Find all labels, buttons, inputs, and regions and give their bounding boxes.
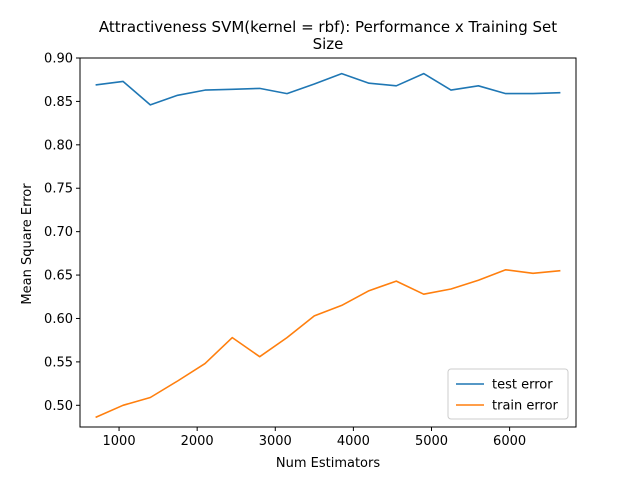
- plot-area: 1000 2000 3000 4000 5000 6000 0.50 0.55 0.60 0.65…: [44, 52, 577, 449]
- series-line-train-error: [95, 268, 561, 419]
- x-tick-label: 2000: [181, 434, 214, 449]
- chart-title-line1: Attractiveness SVM(kernel = rbf): Perfor…: [99, 18, 557, 36]
- y-tick-label: 0.80: [44, 138, 73, 153]
- y-tick-label: 0.55: [44, 355, 73, 370]
- y-tick-label: 0.85: [44, 95, 73, 110]
- x-tick-label: 5000: [415, 434, 448, 449]
- x-tick-label: 3000: [259, 434, 292, 449]
- y-tick-label: 0.65: [44, 269, 73, 284]
- legend-label-test-error: test error: [492, 378, 553, 393]
- y-tick-label: 0.70: [44, 225, 73, 240]
- y-tick-label: 0.90: [44, 52, 73, 67]
- x-tick-label: 6000: [493, 434, 526, 449]
- y-tick-label: 0.60: [44, 312, 73, 327]
- x-tick-label: 4000: [337, 434, 370, 449]
- legend-box: [447, 368, 569, 420]
- y-axis-label: Mean Square Error: [20, 183, 35, 305]
- x-axis-label: Num Estimators: [276, 456, 380, 471]
- y-tick-label: 0.50: [44, 399, 73, 414]
- y-tick-label: 0.75: [44, 182, 73, 197]
- series-line-test-error: [95, 72, 561, 106]
- plot-frame: [79, 57, 577, 428]
- chart-title-line2: Size: [313, 35, 344, 53]
- legend-label-train-error: train error: [492, 399, 559, 414]
- x-tick-label: 1000: [103, 434, 136, 449]
